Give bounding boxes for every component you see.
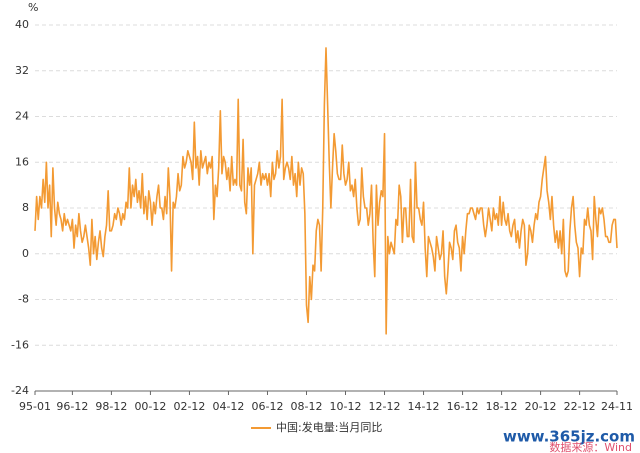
watermark: www.365jz.com <box>503 428 635 446</box>
y-tick-label: 16 <box>15 155 29 168</box>
y-tick-label: 8 <box>22 201 29 214</box>
y-axis-label: % <box>28 1 38 14</box>
y-tick-label: 40 <box>15 18 29 31</box>
y-tick-label: -24 <box>11 384 29 397</box>
y-tick-label: -16 <box>11 338 29 351</box>
x-tick-label: 24-11 <box>601 400 633 413</box>
x-tick-label: 08-12 <box>291 400 323 413</box>
x-tick-label: 10-12 <box>330 400 362 413</box>
x-tick-label: 14-12 <box>408 400 440 413</box>
y-tick-label: 0 <box>22 247 29 260</box>
x-tick-label: 98-12 <box>95 400 127 413</box>
x-tick-label: 02-12 <box>173 400 205 413</box>
x-tick-label: 20-12 <box>525 400 557 413</box>
x-tick-label: 12-12 <box>369 400 401 413</box>
x-tick-label: 06-12 <box>251 400 283 413</box>
x-tick-label: 04-12 <box>212 400 244 413</box>
x-tick-label: 00-12 <box>134 400 166 413</box>
y-tick-label: 24 <box>15 110 29 123</box>
y-tick-label: 32 <box>15 64 29 77</box>
y-tick-label: -8 <box>18 293 29 306</box>
x-tick-label: 96-12 <box>56 400 88 413</box>
data-line <box>34 47 618 335</box>
x-tick-label: 22-12 <box>564 400 596 413</box>
x-tick-label: 95-01 <box>19 400 51 413</box>
source: 数据来源：Wind <box>549 440 632 453</box>
x-tick-label: 18-12 <box>486 400 518 413</box>
legend-label: 中国:发电量:当月同比 <box>276 420 382 434</box>
x-tick-label: 16-12 <box>447 400 479 413</box>
